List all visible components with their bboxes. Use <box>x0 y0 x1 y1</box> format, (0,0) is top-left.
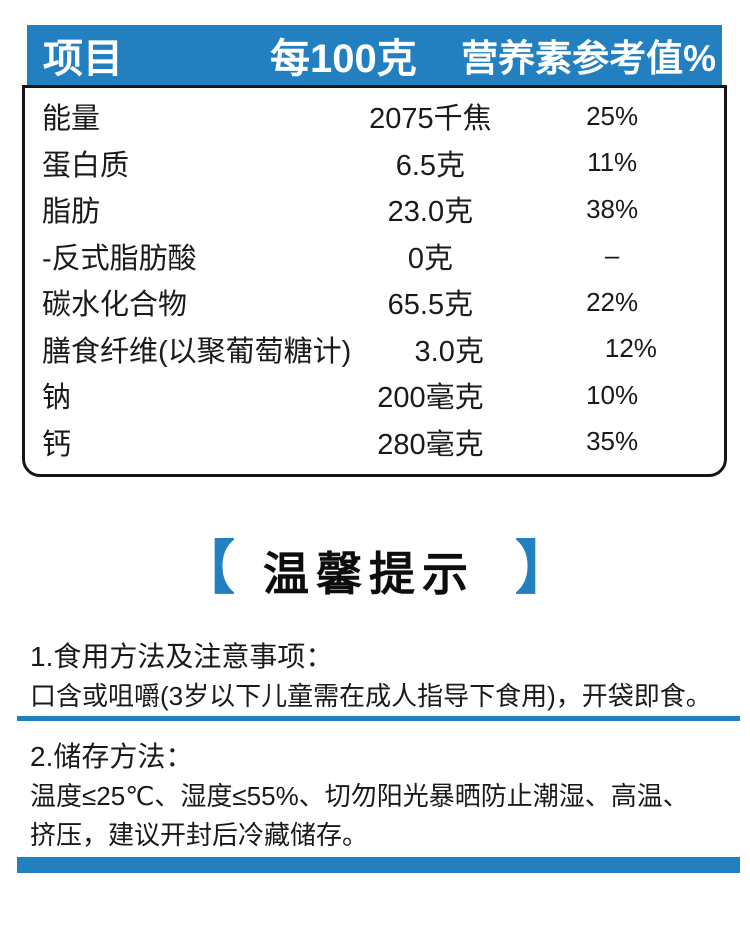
nutrient-amount: 6.5克 <box>395 149 466 182</box>
table-row-sodium: 钠 200毫克 10% <box>25 372 724 419</box>
nutrient-amount: 0克 <box>407 242 453 275</box>
header-cell-item: 项目 <box>43 37 123 81</box>
nutrient-amount: 200毫克 <box>377 382 484 415</box>
section-storage-method: 2.储存方法： 温度≤25℃、湿度≤55%、切勿阳光暴晒防止潮湿、高温、 挤压，… <box>30 742 738 855</box>
nutrient-amount: 65.5克 <box>387 289 474 322</box>
nutrition-table: 项目 每100克 营养素参考值% 能量 2075千焦 25% 蛋白质 6.5克 … <box>22 25 727 477</box>
header-cell-nrv: 营养素参考值% <box>461 38 716 79</box>
nutrient-name: 能量 <box>42 103 101 136</box>
nutrient-name: 碳水化合物 <box>42 289 188 322</box>
nutrient-nrv: 35% <box>586 426 639 457</box>
nutrient-name: 脂肪 <box>42 196 101 229</box>
section-divider <box>17 716 740 721</box>
section-title: 2.储存方法： <box>30 741 194 772</box>
left-bracket-icon: 【 <box>176 536 235 601</box>
nutrition-table-header: 项目 每100克 营养素参考值% <box>27 25 722 85</box>
nutrient-name: 钙 <box>42 428 72 461</box>
nutrient-nrv: 38% <box>586 193 639 224</box>
tips-heading: 【 温馨提示 】 <box>0 530 750 612</box>
nutrient-name: 钠 <box>42 382 72 415</box>
nutrient-amount: 2075千焦 <box>369 103 492 136</box>
bottom-accent-bar <box>17 857 740 873</box>
nutrient-name: 膳食纤维(以聚葡萄糖计) <box>42 335 352 368</box>
nutrient-name: 蛋白质 <box>42 149 130 182</box>
table-row-energy: 能量 2075千焦 25% <box>25 93 724 140</box>
section-title: 1.食用方法及注意事项： <box>30 641 334 672</box>
header-cell-per100g: 每100克 <box>270 37 417 81</box>
table-row-calcium: 钙 280毫克 35% <box>25 419 724 466</box>
table-row-carbohydrate: 碳水化合物 65.5克 22% <box>25 279 724 326</box>
nutrient-amount: 280毫克 <box>377 428 484 461</box>
nutrient-nrv: 10% <box>586 379 639 410</box>
nutrient-nrv: 25% <box>586 100 639 131</box>
section-body: 温度≤25℃、湿度≤55%、切勿阳光暴晒防止潮湿、高温、 挤压，建议开封后冷藏储… <box>30 781 689 850</box>
table-row-fat: 脂肪 23.0克 38% <box>25 186 724 233</box>
table-row-dietary-fiber: 膳食纤维(以聚葡萄糖计) 3.0克 12% <box>25 326 724 373</box>
nutrient-nrv: 11% <box>587 147 638 178</box>
right-bracket-icon: 】 <box>515 536 574 601</box>
nutrient-amount: 3.0克 <box>414 335 484 368</box>
section-body: 口含或咀嚼(3岁以下儿童需在成人指导下食用)，开袋即食。 <box>30 681 712 711</box>
nutrient-nrv: – <box>604 240 620 271</box>
table-row-trans-fat: -反式脂肪酸 0克 – <box>25 233 724 280</box>
nutrient-nrv: 12% <box>604 333 657 364</box>
section-usage-instructions: 1.食用方法及注意事项： 口含或咀嚼(3岁以下儿童需在成人指导下食用)，开袋即食… <box>30 642 738 716</box>
nutrient-name: -反式脂肪酸 <box>42 242 197 275</box>
table-row-protein: 蛋白质 6.5克 11% <box>25 140 724 187</box>
nutrient-amount: 23.0克 <box>387 196 474 229</box>
nutrient-nrv: 22% <box>586 286 639 317</box>
tips-title: 温馨提示 <box>263 548 475 600</box>
nutrition-table-body: 能量 2075千焦 25% 蛋白质 6.5克 11% 脂肪 23.0克 38% … <box>22 85 727 477</box>
